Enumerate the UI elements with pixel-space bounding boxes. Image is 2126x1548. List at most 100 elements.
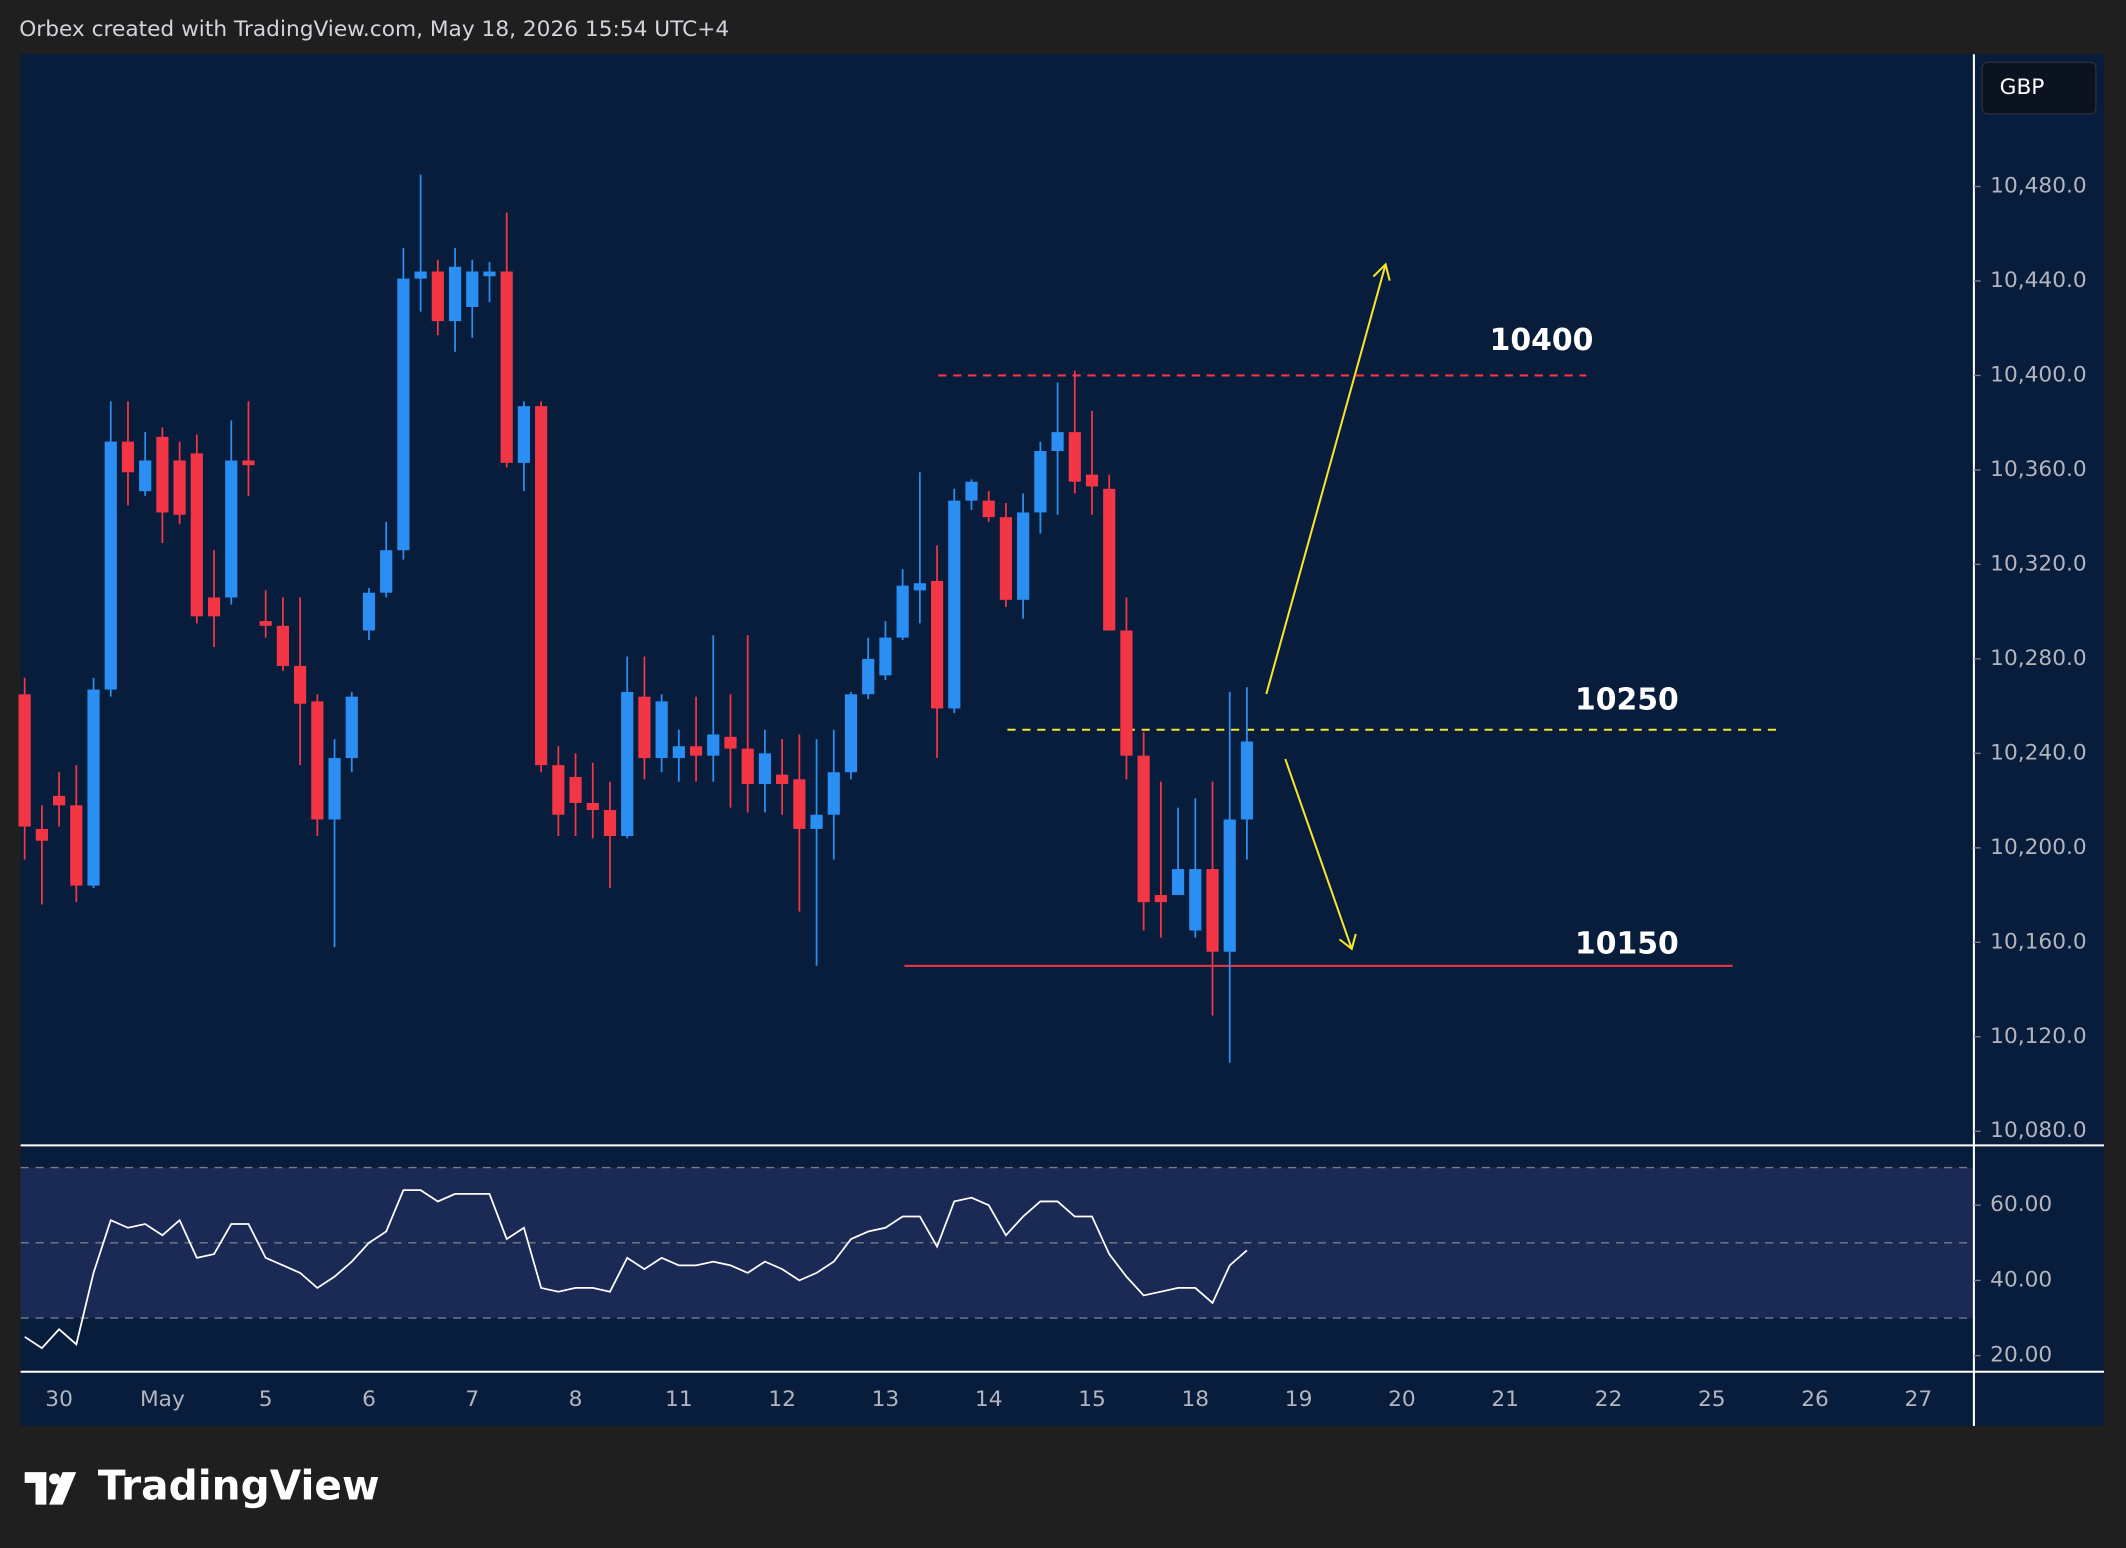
candle-body bbox=[552, 765, 565, 815]
candle-body bbox=[913, 583, 926, 591]
price-panel bbox=[20, 54, 1974, 1146]
candle-body bbox=[104, 441, 117, 690]
x-tick-label: 15 bbox=[1078, 1387, 1106, 1412]
y-tick-label: 10,200.0 bbox=[1990, 835, 2087, 860]
candle-body bbox=[707, 734, 720, 756]
candle-body bbox=[431, 271, 444, 322]
candle-body bbox=[810, 814, 823, 829]
logo-mark bbox=[24, 1472, 77, 1505]
x-tick-label: 14 bbox=[975, 1387, 1003, 1412]
candle-body bbox=[1068, 432, 1081, 482]
candle-body bbox=[741, 748, 754, 785]
y-tick-label: 10,360.0 bbox=[1990, 457, 2087, 482]
candle-body bbox=[362, 592, 376, 631]
arrow-up bbox=[1265, 264, 1387, 695]
candle-body bbox=[328, 758, 341, 820]
y-tick-label: 20.00 bbox=[1990, 1343, 2052, 1368]
candle-body bbox=[879, 637, 892, 676]
candle-body bbox=[655, 701, 668, 759]
x-tick-label: 11 bbox=[665, 1387, 693, 1412]
arrow-head bbox=[1372, 262, 1391, 281]
brand: TradingView bbox=[98, 1461, 380, 1509]
x-tick-label: 6 bbox=[362, 1387, 376, 1412]
x-tick-label: 13 bbox=[872, 1387, 900, 1412]
y-tick-label: 10,440.0 bbox=[1990, 268, 2087, 293]
candle-body bbox=[621, 691, 634, 837]
arrows bbox=[1265, 262, 1391, 951]
x-tick-label: 27 bbox=[1905, 1387, 1933, 1412]
candle-body bbox=[776, 774, 789, 785]
candle-body bbox=[448, 266, 462, 322]
header: Orbex created with TradingView.com, May … bbox=[19, 17, 729, 42]
arrow-down bbox=[1284, 758, 1353, 950]
x-tick-label: 8 bbox=[569, 1387, 583, 1412]
rsi-line bbox=[24, 1189, 1248, 1350]
candle-body bbox=[827, 772, 840, 815]
candle-body bbox=[793, 779, 806, 829]
candle-body bbox=[242, 460, 255, 466]
candle-body bbox=[862, 658, 875, 695]
candle-body bbox=[87, 689, 100, 886]
candle-body bbox=[1240, 741, 1254, 820]
candle-body bbox=[1223, 819, 1236, 952]
time-axis bbox=[20, 1371, 1974, 1427]
candle-body bbox=[586, 802, 599, 811]
candle-body bbox=[758, 753, 772, 785]
y-tick-label: 10,280.0 bbox=[1990, 646, 2087, 671]
x-tick-label: May bbox=[140, 1387, 185, 1412]
candle-body bbox=[190, 453, 203, 617]
y-tick-label: 10,480.0 bbox=[1990, 173, 2087, 198]
candle-body bbox=[397, 278, 410, 551]
candle-body bbox=[1189, 869, 1202, 931]
candle-body bbox=[1206, 869, 1219, 952]
candle-body bbox=[53, 795, 66, 806]
candle-body bbox=[1085, 474, 1099, 487]
candle-body bbox=[672, 746, 685, 759]
candle-body bbox=[1017, 512, 1030, 600]
candle-body bbox=[603, 810, 617, 837]
x-tick-label: 7 bbox=[465, 1387, 479, 1412]
candle-body bbox=[517, 406, 531, 463]
candle-body bbox=[414, 271, 427, 279]
candle-body bbox=[35, 828, 48, 841]
candle-body bbox=[1051, 432, 1064, 452]
candle-body bbox=[1034, 451, 1047, 513]
arrow-head bbox=[1338, 933, 1357, 951]
candle-body bbox=[535, 406, 548, 766]
y-tick-label: 60.00 bbox=[1990, 1192, 2052, 1217]
candle-body bbox=[380, 550, 393, 593]
candle-body bbox=[500, 271, 513, 463]
candle-body bbox=[311, 701, 324, 820]
candle-body bbox=[276, 625, 289, 666]
candle-body bbox=[1103, 488, 1116, 631]
candle-body bbox=[724, 736, 737, 749]
x-tick-label: 20 bbox=[1388, 1387, 1416, 1412]
x-tick-label: 5 bbox=[259, 1387, 273, 1412]
x-tick-label: 19 bbox=[1285, 1387, 1313, 1412]
candle-body bbox=[844, 694, 858, 773]
candle-body bbox=[1154, 895, 1167, 903]
x-tick-label: 22 bbox=[1595, 1387, 1623, 1412]
y-tick-label: 10,400.0 bbox=[1990, 362, 2087, 387]
candle-body bbox=[466, 271, 479, 307]
candle-body bbox=[1171, 869, 1185, 896]
candle-body bbox=[225, 460, 238, 598]
x-tick-label: 26 bbox=[1801, 1387, 1829, 1412]
candle-body bbox=[930, 580, 944, 709]
x-tick-label: 21 bbox=[1491, 1387, 1519, 1412]
candle-body bbox=[965, 481, 978, 501]
candle-body bbox=[207, 597, 221, 617]
x-tick-label: 30 bbox=[45, 1387, 73, 1412]
candle-body bbox=[173, 460, 186, 515]
y-tick-label: 10,120.0 bbox=[1990, 1024, 2087, 1049]
candle-body bbox=[569, 776, 582, 803]
candle-body bbox=[121, 441, 135, 473]
logo-dot bbox=[49, 1473, 60, 1485]
candle-body bbox=[948, 500, 961, 709]
candle-body bbox=[982, 500, 995, 518]
currency-box bbox=[1981, 61, 2097, 115]
candle-body bbox=[1137, 755, 1150, 903]
candle-body bbox=[259, 621, 272, 626]
x-tick-label: 12 bbox=[768, 1387, 796, 1412]
